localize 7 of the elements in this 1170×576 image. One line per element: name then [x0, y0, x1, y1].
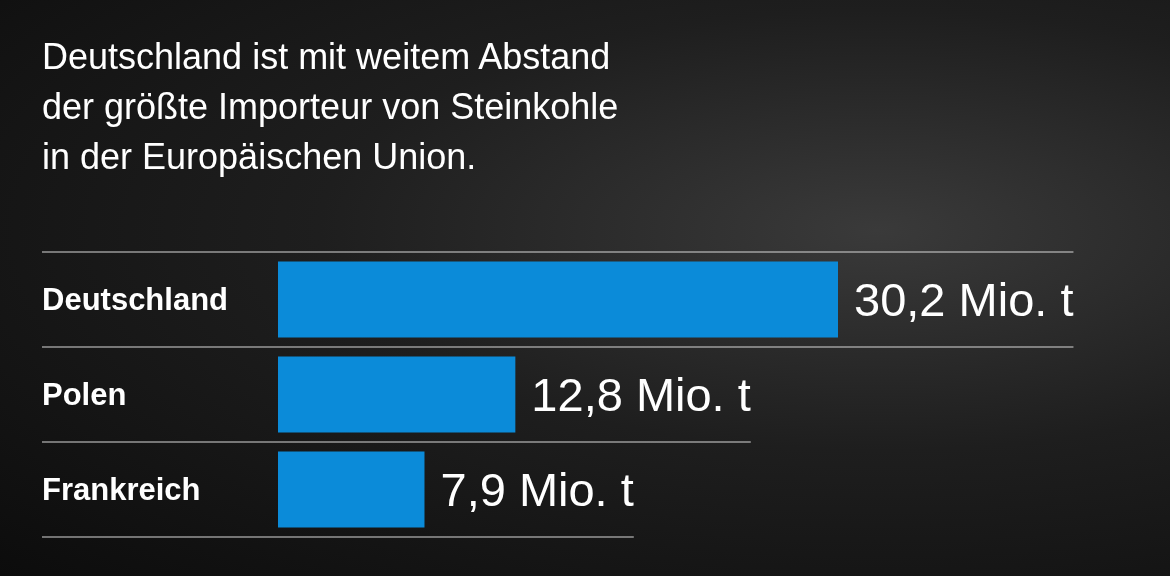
y-tick-label: Deutschland: [42, 282, 229, 317]
data-label: 7,9 Mio. t: [440, 463, 634, 516]
y-tick-label: Polen: [42, 377, 127, 412]
data-label: 30,2 Mio. t: [854, 273, 1074, 326]
chart-title: Deutschland ist mit weitem Abstand der größte Importeur von Steinkohle in der Europäischen Union.: [42, 35, 620, 179]
y-tick-label: Frankreich: [42, 472, 201, 507]
data-label: 12,8 Mio. t: [531, 368, 751, 421]
